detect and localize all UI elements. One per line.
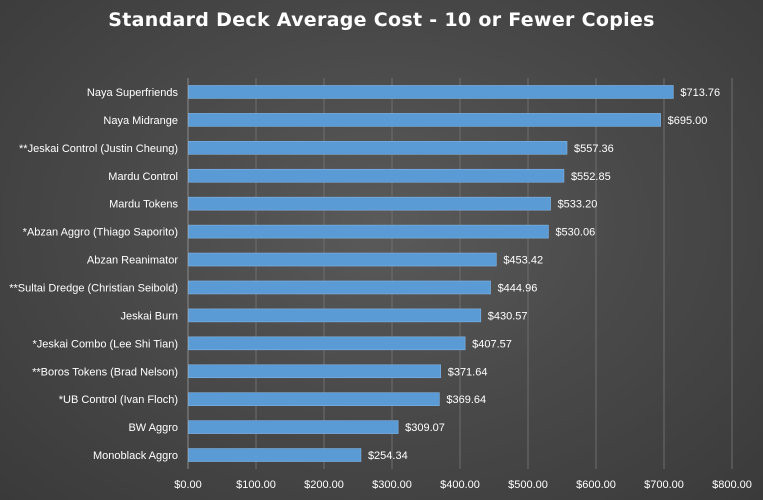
- category-label: **Jeskai Control (Justin Cheung): [19, 143, 178, 155]
- bar: [188, 113, 661, 127]
- x-tick-label: $500.00: [508, 479, 548, 491]
- category-label: Naya Superfriends: [87, 87, 179, 99]
- x-tick-label: $400.00: [440, 479, 480, 491]
- bar: [188, 392, 440, 406]
- value-label: $254.34: [368, 450, 408, 462]
- bar: [188, 280, 491, 295]
- x-tick-label: $600.00: [576, 479, 616, 491]
- bar: [188, 420, 399, 434]
- label-layer: $0.00 $100.00 $200.00 $300.00 $400.00 $500.00…: [9, 87, 752, 491]
- grid-layer: [187, 78, 733, 469]
- bar: [188, 308, 482, 323]
- category-label: Mardu Control: [108, 171, 178, 183]
- chart-title: Standard Deck Average Cost - 10 or Fewer…: [108, 9, 655, 31]
- value-label: $430.57: [488, 310, 528, 322]
- bar: [188, 252, 497, 267]
- bar: [188, 196, 551, 211]
- value-label: $407.57: [472, 338, 512, 350]
- bar: [188, 448, 362, 462]
- value-label: $530.06: [555, 227, 595, 239]
- bar: [188, 364, 442, 379]
- x-tick-label: $200.00: [304, 479, 344, 491]
- category-label: *Jeskai Combo (Lee Shi Tian): [32, 338, 178, 350]
- category-label: Jeskai Burn: [121, 310, 178, 322]
- value-label: $557.36: [574, 143, 614, 155]
- value-label: $371.64: [448, 366, 488, 378]
- x-tick-label: $0.00: [174, 479, 202, 491]
- category-label: **Sultai Dredge (Christian Seibold): [9, 282, 178, 294]
- value-label: $453.42: [503, 255, 543, 267]
- category-label: Naya Midrange: [103, 115, 178, 127]
- bar: [188, 85, 674, 99]
- bar: [188, 168, 565, 183]
- value-label: $533.20: [558, 199, 598, 211]
- bar: [188, 141, 568, 155]
- bar-layer: [188, 85, 674, 462]
- bar: [188, 224, 549, 239]
- category-label: **Boros Tokens (Brad Nelson): [32, 366, 178, 378]
- category-label: Monoblack Aggro: [93, 450, 178, 462]
- x-tick-label: $700.00: [644, 479, 684, 491]
- category-label: Mardu Tokens: [109, 199, 178, 211]
- category-label: BW Aggro: [128, 422, 178, 434]
- value-label: $369.64: [446, 394, 486, 406]
- value-label: $695.00: [668, 115, 708, 127]
- value-label: $309.07: [405, 422, 445, 434]
- x-tick-label: $800.00: [712, 479, 752, 491]
- category-label: *UB Control (Ivan Floch): [59, 394, 178, 406]
- bar: [188, 336, 466, 351]
- x-tick-label: $300.00: [372, 479, 412, 491]
- value-label: $552.85: [571, 171, 611, 183]
- value-label: $444.96: [498, 282, 538, 294]
- category-label: Abzan Reanimator: [87, 255, 178, 267]
- value-label: $713.76: [680, 87, 720, 99]
- x-tick-label: $100.00: [236, 479, 276, 491]
- category-label: *Abzan Aggro (Thiago Saporito): [23, 227, 178, 239]
